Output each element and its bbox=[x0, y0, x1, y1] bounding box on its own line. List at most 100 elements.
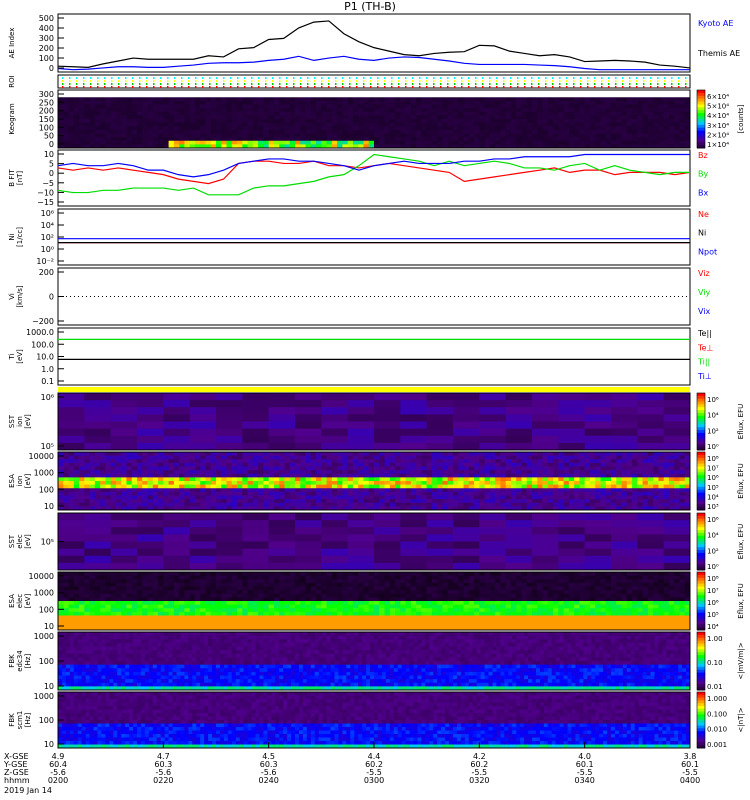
heatmap-cell bbox=[342, 129, 349, 134]
heatmap-cell bbox=[426, 462, 433, 467]
heatmap-cell bbox=[363, 484, 370, 489]
heatmap-cell bbox=[173, 491, 180, 496]
heatmap-cell bbox=[463, 97, 470, 102]
heatmap-cell bbox=[231, 502, 238, 507]
heatmap-cell bbox=[453, 484, 459, 489]
heatmap-cell bbox=[626, 104, 633, 109]
heatmap-cell bbox=[579, 452, 586, 457]
heatmap-cell bbox=[226, 97, 233, 102]
heatmap-cell bbox=[553, 93, 559, 98]
heatmap-cell bbox=[131, 93, 138, 98]
heatmap-cell bbox=[668, 452, 675, 457]
heatmap-cell bbox=[252, 455, 259, 460]
heatmap-cell bbox=[300, 481, 307, 486]
heatmap-cell bbox=[647, 129, 654, 134]
heatmap-cell bbox=[152, 495, 159, 500]
heatmap-cell bbox=[347, 126, 354, 131]
heatmap-cell bbox=[611, 407, 638, 415]
heatmap-cell bbox=[295, 455, 301, 460]
heatmap-cell bbox=[115, 619, 122, 624]
heatmap-cell bbox=[479, 481, 486, 486]
heatmap-cell bbox=[205, 144, 212, 149]
heatmap-cell bbox=[605, 108, 612, 113]
heatmap-cell bbox=[505, 129, 512, 134]
heatmap-cell bbox=[179, 506, 185, 511]
heatmap-cell bbox=[658, 495, 665, 500]
heatmap-cell bbox=[521, 499, 528, 504]
heatmap-cell bbox=[337, 473, 343, 478]
heatmap-cell bbox=[611, 435, 638, 444]
roi-mark bbox=[279, 77, 281, 79]
heatmap-cell bbox=[584, 126, 591, 131]
heatmap-cell bbox=[632, 459, 638, 464]
heatmap-cell bbox=[437, 133, 443, 138]
heatmap-cell bbox=[363, 491, 370, 496]
heatmap-cell bbox=[537, 488, 544, 493]
colorbar-tick: 10⁷ bbox=[707, 465, 719, 473]
heatmap-cell bbox=[426, 90, 433, 95]
heatmap-cell bbox=[537, 502, 544, 507]
panel-frame bbox=[57, 451, 691, 511]
heatmap-cell bbox=[163, 435, 191, 444]
heatmap-cell bbox=[400, 400, 428, 408]
heatmap-cell bbox=[68, 579, 75, 584]
heatmap-cell bbox=[173, 129, 180, 134]
heatmap-cell bbox=[284, 502, 291, 507]
heatmap-cell bbox=[310, 108, 317, 113]
heatmap-cell bbox=[416, 488, 422, 493]
heatmap-cell bbox=[63, 502, 70, 507]
heatmap-cell bbox=[526, 111, 533, 116]
heatmap-cell bbox=[421, 115, 428, 120]
heatmap-cell bbox=[158, 455, 164, 460]
heatmap-cell bbox=[58, 513, 85, 521]
heatmap-cell bbox=[653, 506, 659, 511]
heatmap-cell bbox=[110, 593, 117, 598]
roi-mark bbox=[573, 77, 575, 79]
heatmap-cell bbox=[89, 466, 96, 471]
heatmap-cell bbox=[521, 484, 528, 489]
heatmap-cell bbox=[547, 462, 554, 467]
heatmap-cell bbox=[626, 93, 633, 98]
heatmap-cell bbox=[79, 108, 85, 113]
heatmap-cell bbox=[468, 455, 475, 460]
heatmap-cell bbox=[131, 484, 138, 489]
heatmap-cell bbox=[384, 115, 391, 120]
heatmap-cell bbox=[526, 491, 533, 496]
heatmap-cell bbox=[421, 133, 428, 138]
heatmap-cell bbox=[579, 90, 586, 95]
heatmap-cell bbox=[405, 488, 412, 493]
heatmap-cell bbox=[368, 111, 375, 116]
heatmap-cell bbox=[484, 100, 491, 105]
heatmap-cell bbox=[626, 459, 633, 464]
heatmap-cell bbox=[168, 133, 175, 138]
heatmap-cell bbox=[431, 97, 438, 102]
heatmap-cell bbox=[142, 100, 149, 105]
heatmap-cell bbox=[526, 104, 533, 109]
heatmap-cell bbox=[484, 129, 491, 134]
heatmap-cell bbox=[179, 455, 185, 460]
heatmap-cell bbox=[173, 462, 180, 467]
heatmap-cell bbox=[568, 455, 575, 460]
heatmap-cell bbox=[500, 111, 507, 116]
heatmap-cell bbox=[94, 115, 101, 120]
heatmap-cell bbox=[558, 407, 586, 415]
heatmap-cell bbox=[110, 428, 138, 437]
heatmap-cell bbox=[94, 481, 101, 486]
roi-mark bbox=[76, 83, 78, 85]
heatmap-cell bbox=[379, 115, 386, 120]
roi-mark bbox=[237, 83, 239, 85]
heatmap-cell bbox=[679, 481, 686, 486]
heatmap-cell bbox=[532, 499, 538, 504]
heatmap-cell bbox=[521, 111, 528, 116]
heatmap-cell bbox=[416, 144, 422, 149]
heatmap-cell bbox=[368, 93, 375, 98]
heatmap-cell bbox=[358, 111, 364, 116]
heatmap-cell bbox=[663, 477, 670, 482]
heatmap-cell bbox=[105, 93, 112, 98]
heatmap-cell bbox=[173, 119, 180, 124]
heatmap-cell bbox=[68, 572, 75, 577]
heatmap-cell bbox=[337, 466, 343, 471]
heatmap-cell bbox=[110, 491, 117, 496]
heatmap-cell bbox=[115, 470, 122, 475]
heatmap-cell bbox=[342, 502, 349, 507]
